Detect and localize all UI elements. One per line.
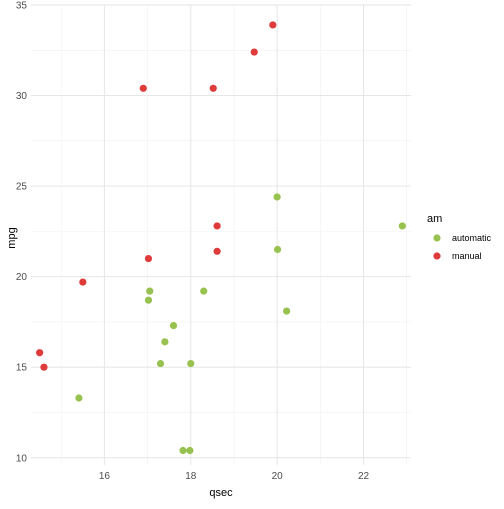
- point-automatic: [283, 307, 291, 315]
- legend-items: automatic manual: [433, 233, 492, 261]
- point-manual: [36, 349, 44, 357]
- x-axis-tick-labels: 16 18 20 22: [99, 471, 370, 482]
- point-manual: [139, 84, 147, 92]
- point-automatic: [169, 321, 178, 330]
- y-tick-label: 25: [16, 182, 28, 193]
- point-automatic: [179, 446, 187, 455]
- point-automatic: [161, 338, 169, 346]
- point-automatic: [200, 287, 208, 295]
- legend-label-manual: manual: [452, 251, 482, 261]
- point-manual: [213, 222, 221, 230]
- point-automatic: [144, 296, 153, 304]
- y-tick-label: 30: [16, 91, 28, 102]
- point-automatic: [75, 394, 83, 402]
- x-axis-title: qsec: [209, 487, 233, 499]
- point-manual: [40, 363, 48, 371]
- point-manual: [250, 48, 258, 56]
- point-manual: [269, 21, 277, 29]
- point-automatic: [398, 222, 406, 230]
- legend-key-manual: [433, 252, 441, 260]
- legend-key-automatic: [433, 234, 441, 242]
- legend: am automatic manual: [427, 213, 492, 261]
- x-tick-label: 16: [99, 471, 111, 482]
- x-tick-label: 18: [185, 471, 197, 482]
- y-axis-tick-labels: 10 15 20 25 30 35: [16, 1, 28, 465]
- minor-gridlines: [31, 5, 411, 465]
- x-tick-label: 22: [358, 471, 370, 482]
- major-gridlines: [31, 4, 411, 465]
- point-automatic: [186, 446, 194, 455]
- y-tick-label: 15: [16, 363, 28, 374]
- point-automatic: [156, 359, 165, 368]
- data-points: [36, 21, 406, 455]
- y-tick-label: 10: [16, 453, 28, 464]
- plot-background: [31, 5, 411, 465]
- point-manual: [213, 247, 221, 255]
- point-automatic: [273, 193, 281, 201]
- legend-label-automatic: automatic: [452, 233, 492, 243]
- x-tick-label: 20: [272, 471, 284, 482]
- point-manual: [209, 84, 217, 92]
- legend-title: am: [427, 213, 442, 225]
- point-automatic: [187, 359, 195, 368]
- y-axis-title: mpg: [6, 227, 18, 248]
- point-manual: [144, 254, 153, 263]
- y-tick-label: 35: [16, 1, 28, 12]
- point-automatic: [273, 245, 282, 254]
- point-manual: [79, 278, 87, 286]
- point-automatic: [146, 287, 154, 295]
- y-tick-label: 20: [16, 272, 28, 283]
